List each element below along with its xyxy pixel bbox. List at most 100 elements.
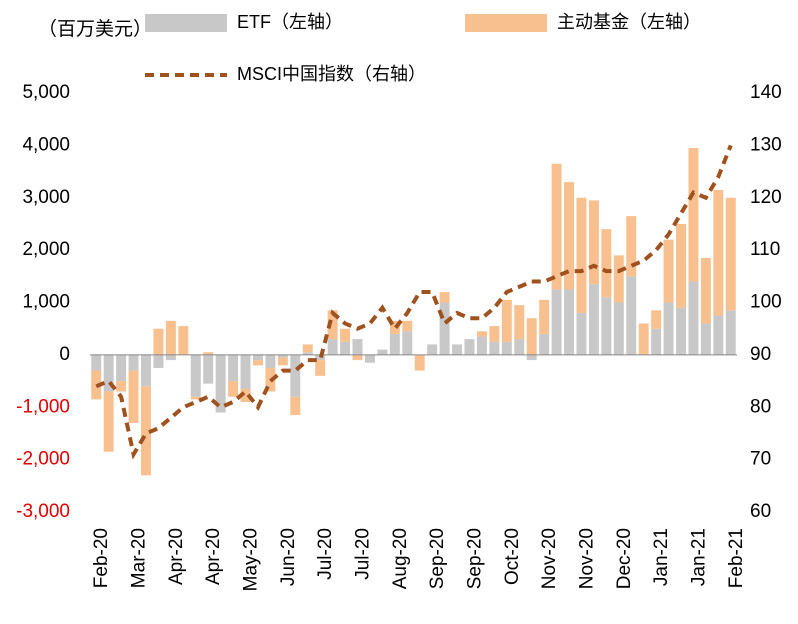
bar — [364, 354, 375, 363]
bar — [663, 239, 674, 303]
bar — [564, 289, 575, 355]
bar — [663, 302, 674, 355]
bar — [277, 354, 288, 358]
bar — [103, 354, 114, 392]
x-tick-label: Jul-20 — [353, 528, 374, 580]
x-tick-label: Oct-20 — [502, 528, 523, 585]
bar — [700, 323, 711, 355]
bar — [153, 354, 164, 368]
bar — [514, 339, 525, 355]
y-tick-label: -2,000 — [16, 449, 70, 470]
bar — [141, 354, 151, 387]
bar — [389, 320, 400, 334]
bar — [265, 354, 276, 368]
x-tick-label: Sep-20 — [427, 528, 448, 589]
x-tick-label: Feb-21 — [726, 528, 747, 588]
bar — [501, 341, 512, 355]
y2-tick-label: 130 — [750, 134, 782, 155]
bar — [501, 299, 512, 342]
bar — [514, 305, 525, 340]
bar — [725, 197, 736, 311]
bar — [638, 323, 649, 355]
bar — [676, 307, 686, 355]
bar — [228, 354, 239, 382]
bar — [626, 216, 637, 277]
bar — [402, 331, 413, 355]
bar — [439, 292, 450, 303]
bar — [564, 182, 575, 290]
bar — [203, 354, 214, 384]
x-tick-label: Apr-20 — [203, 528, 224, 585]
bar — [215, 354, 226, 413]
bar — [290, 396, 301, 416]
bar — [116, 354, 127, 382]
bar — [141, 386, 151, 476]
bar — [688, 147, 699, 282]
x-tick-label: Jan-21 — [651, 528, 672, 586]
bar — [352, 354, 363, 361]
y-tick-label: -3,000 — [16, 501, 70, 522]
bar — [240, 354, 251, 389]
bar — [713, 315, 724, 355]
y2-tick-label: 100 — [750, 292, 782, 313]
bar — [588, 284, 599, 355]
bar — [613, 255, 624, 303]
bar — [327, 339, 338, 355]
bar — [128, 370, 139, 423]
bar — [277, 357, 288, 366]
y2-tick-label: 80 — [750, 396, 771, 417]
y2-tick-label: 70 — [750, 449, 771, 470]
y-tick-label: 0 — [59, 344, 70, 365]
bar — [178, 326, 189, 355]
bar — [190, 354, 201, 397]
bar — [116, 381, 127, 392]
bar — [576, 197, 587, 313]
bar — [128, 354, 139, 371]
bar — [489, 326, 500, 342]
y-axis-unit: （百万美元） — [38, 18, 152, 40]
bar — [613, 302, 624, 355]
bar — [526, 354, 537, 361]
y-tick-label: 4,000 — [22, 134, 70, 155]
bar — [352, 339, 363, 355]
y-tick-label: 1,000 — [22, 292, 70, 313]
bar — [103, 391, 114, 452]
bar — [290, 354, 301, 397]
bar — [252, 360, 263, 366]
bar — [725, 310, 736, 355]
bar — [452, 344, 463, 355]
bar — [228, 381, 239, 397]
x-tick-label: May-20 — [241, 528, 262, 591]
bar — [190, 396, 201, 400]
x-tick-label: Apr-20 — [166, 528, 187, 585]
bar — [91, 354, 102, 371]
y-tick-label: 5,000 — [22, 82, 70, 103]
index-line — [95, 144, 733, 460]
x-tick-label: Dec-20 — [614, 528, 635, 589]
bar — [315, 354, 326, 361]
bar — [551, 163, 562, 290]
bar — [539, 299, 550, 334]
y2-tick-label: 90 — [750, 344, 771, 365]
bar — [576, 312, 587, 355]
bar — [340, 328, 351, 342]
y2-tick-label: 140 — [750, 82, 782, 103]
bar — [476, 336, 487, 355]
legend-swatch — [465, 14, 547, 32]
bar — [252, 354, 263, 361]
bar — [526, 318, 537, 355]
x-tick-label: Mar-20 — [129, 528, 150, 588]
bar — [402, 320, 413, 332]
legend-label: ETF（左轴） — [237, 12, 343, 32]
bar — [551, 289, 562, 355]
bar — [439, 302, 450, 355]
x-tick-label: Nov-20 — [539, 528, 560, 589]
bar — [651, 310, 662, 329]
x-tick-label: Sep-20 — [465, 528, 486, 589]
bar — [340, 341, 351, 355]
legend-swatch — [145, 14, 227, 32]
bar — [539, 333, 550, 355]
bar — [651, 328, 662, 355]
y2-tick-label: 120 — [750, 187, 782, 208]
